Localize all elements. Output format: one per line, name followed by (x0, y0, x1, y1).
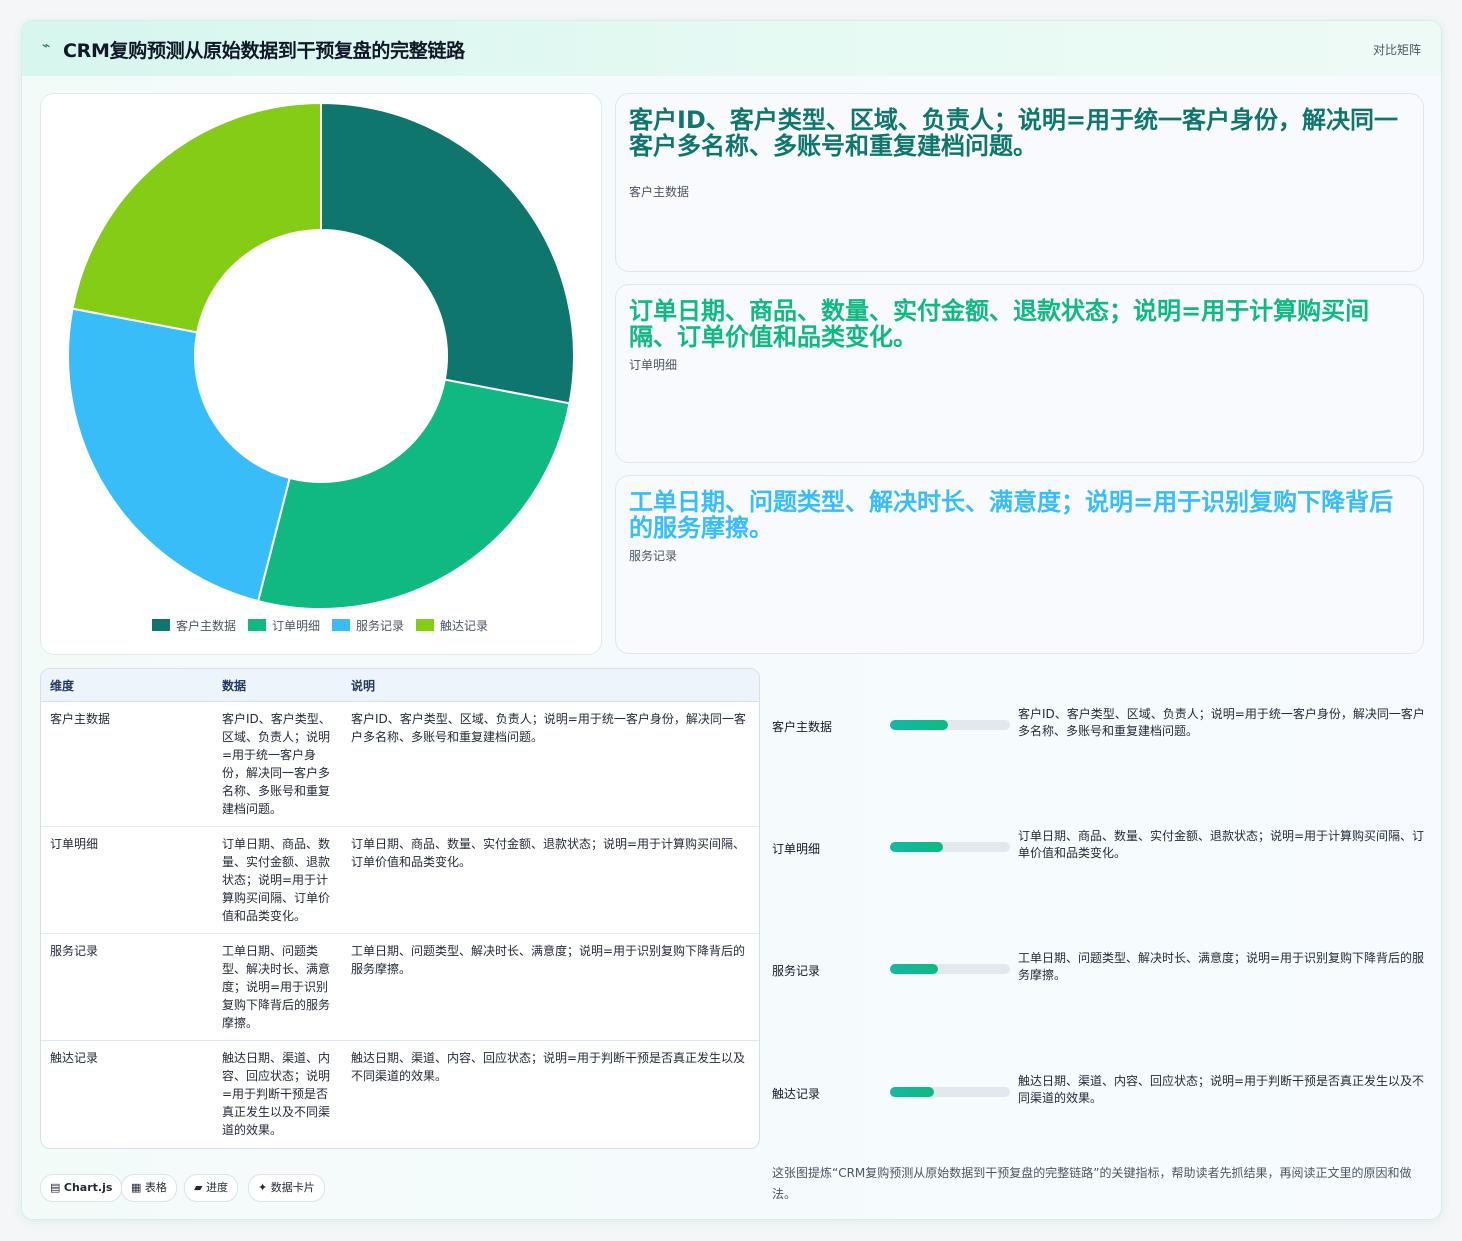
stat-card-orders: 订单日期、商品、数量、实付金额、退款状态；说明=用于计算购买间隔、订单价值和品类… (615, 284, 1424, 463)
donut-chart: 客户主数据 订单明细 服务记录 触达记录 (67, 101, 575, 633)
progress-fill (890, 964, 938, 974)
sparkle-icon: ✦ (258, 1181, 268, 1194)
stat-card-label: 客户主数据 (629, 185, 690, 199)
column-header[interactable]: 维度 (41, 669, 213, 702)
stat-card-label: 订单明细 (629, 358, 678, 372)
progress-description: 客户ID、客户类型、区域、负责人；说明=用于统一客户身份，解决同一客户多名称、多… (1018, 707, 1425, 738)
progress-description: 工单日期、问题类型、解决时长、满意度；说明=用于识别复购下降背后的服务摩擦。 (1018, 951, 1425, 982)
table-cell-data: 客户ID、客户类型、区域、负责人；说明=用于统一客户身份，解决同一客户多名称、多… (213, 701, 342, 827)
legend-label[interactable]: 客户主数据 (176, 618, 236, 633)
donut-slice-4[interactable] (71, 101, 322, 334)
table-cell-description: 触达日期、渠道、内容、回应状态；说明=用于判断干预是否真正发生以及不同渠道的效果… (351, 1051, 746, 1083)
progress-track (890, 842, 1010, 852)
progress-fill (890, 1087, 935, 1097)
stat-card-customer: 客户ID、客户类型、区域、负责人；说明=用于统一客户身份，解决同一客户多名称、多… (615, 93, 1424, 272)
legend-swatch[interactable] (332, 619, 350, 631)
table-cell-description: 订单日期、商品、数量、实付金额、退款状态；说明=用于计算购买间隔、订单价值和品类… (342, 826, 759, 934)
progress-description: 订单日期、商品、数量、实付金额、退款状态；说明=用于计算购买间隔、订单价值和品类… (1018, 829, 1425, 860)
donut-slice-2[interactable] (256, 378, 571, 610)
progress-track (890, 964, 1010, 974)
page-title: CRM复购预测从原始数据到干预复盘的完整链路 (63, 40, 465, 62)
table-icon: ▦ (131, 1181, 142, 1194)
legend-label[interactable]: 订单明细 (272, 619, 320, 633)
pulse-icon: ⌁ (42, 38, 51, 54)
progress-icon: ▰ (194, 1181, 203, 1194)
chip-progress[interactable]: ▰ 进度 (184, 1174, 238, 1202)
chip-data-cards[interactable]: ✦ 数据卡片 (248, 1174, 325, 1202)
column-header[interactable]: 数据 (213, 669, 342, 702)
table-row: 触达记录 触达日期、渠道、内容、回应状态；说明=用于判断干预是否真正发生以及不同… (41, 1041, 759, 1148)
progress-label: 服务记录 (772, 964, 821, 978)
table-cell-data: 订单日期、商品、数量、实付金额、退款状态；说明=用于计算购买间隔、订单价值和品类… (213, 826, 342, 934)
chip-label: 数据卡片 (270, 1181, 315, 1194)
chip-label: Chart.js (63, 1181, 113, 1194)
stat-card-value: 订单日期、商品、数量、实付金额、退款状态；说明=用于计算购买间隔、订单价值和品类… (629, 297, 1370, 351)
table-cell-description: 工单日期、问题类型、解决时长、满意度；说明=用于识别复购下降背后的服务摩擦。 (342, 933, 759, 1041)
legend-label[interactable]: 触达记录 (440, 619, 488, 633)
dashboard-frame: ⌁ CRM复购预测从原始数据到干预复盘的完整链路 对比矩阵 客户主数据 订单明细服… (21, 20, 1442, 1220)
stat-card-value: 客户ID、客户类型、区域、负责人；说明=用于统一客户身份，解决同一客户多名称、多… (629, 106, 1398, 160)
donut-slice-1[interactable] (320, 101, 575, 405)
legend-swatch[interactable] (416, 619, 434, 631)
table-cell-data: 工单日期、问题类型、解决时长、满意度；说明=用于识别复购下降背后的服务摩擦。 (213, 933, 342, 1041)
table-cell-data: 触达日期、渠道、内容、回应状态；说明=用于判断干预是否真正发生以及不同渠道的效果… (222, 1051, 331, 1137)
donut-chart-card: 客户主数据 订单明细 服务记录 触达记录 (40, 93, 602, 655)
chip-chartjs[interactable]: ▤ Chart.js (40, 1174, 123, 1202)
chart-icon: ▤ (50, 1181, 61, 1194)
comparison-table: 维度 数据 说明 客户主数据 客户ID、客户类型、区域、负责人；说明=用于统一客… (41, 669, 759, 1147)
column-header[interactable]: 说明 (342, 669, 759, 702)
progress-label: 触达记录 (772, 1087, 821, 1101)
stat-card-value: 工单日期、问题类型、解决时长、满意度；说明=用于识别复购下降背后的服务摩擦。 (629, 488, 1394, 542)
table-row: 客户主数据 客户ID、客户类型、区域、负责人；说明=用于统一客户身份，解决同一客… (41, 701, 759, 827)
stat-card-label: 服务记录 (629, 549, 678, 563)
legend-label[interactable]: 服务记录 (356, 618, 404, 633)
progress-label: 订单明细 (772, 842, 821, 856)
chip-label: 表格 (144, 1181, 167, 1194)
chip-label: 进度 (205, 1181, 228, 1194)
table-cell-dimension: 触达记录 (50, 1051, 99, 1065)
table-cell-dimension: 服务记录 (41, 933, 213, 1041)
main-content: 客户主数据 订单明细 服务记录 触达记录 客户ID、客户类型、区域、负责人；说明=用于… (22, 76, 1441, 1219)
donut-slice-3[interactable] (67, 307, 291, 603)
header-bar: ⌁ CRM复购预测从原始数据到干预复盘的完整链路 对比矩阵 (22, 21, 1441, 77)
table-cell-dimension: 客户主数据 (41, 701, 213, 827)
table-header-row: 维度 数据 说明 (41, 669, 759, 702)
view-badge[interactable]: 对比矩阵 (1372, 43, 1421, 57)
table-cell-dimension: 订单明细 (41, 826, 213, 934)
chip-table[interactable]: ▦ 表格 (121, 1174, 177, 1202)
progress-track (890, 1087, 1010, 1097)
progress-fill (890, 842, 943, 852)
table-cell-description: 客户ID、客户类型、区域、负责人；说明=用于统一客户身份，解决同一客户多名称、多… (342, 701, 759, 827)
summary-note: 这张图提炼“CRM复购预测从原始数据到干预复盘的完整链路”的关键指标，帮助读者先… (772, 1166, 1412, 1201)
table-row: 服务记录 工单日期、问题类型、解决时长、满意度；说明=用于识别复购下降背后的服务… (41, 933, 759, 1041)
table-row: 订单明细 订单日期、商品、数量、实付金额、退款状态；说明=用于计算购买间隔、订单… (41, 826, 759, 934)
progress-track (890, 720, 1010, 730)
legend-swatch[interactable] (152, 619, 170, 631)
stat-card-service: 工单日期、问题类型、解决时长、满意度；说明=用于识别复购下降背后的服务摩擦。 服… (615, 475, 1424, 654)
progress-fill (890, 720, 948, 730)
progress-description: 触达日期、渠道、内容、回应状态；说明=用于判断干预是否真正发生以及不同渠道的效果… (1018, 1074, 1425, 1105)
comparison-table-card: 维度 数据 说明 客户主数据 客户ID、客户类型、区域、负责人；说明=用于统一客… (40, 668, 760, 1149)
legend-swatch[interactable] (248, 619, 266, 631)
progress-label: 客户主数据 (772, 720, 833, 734)
